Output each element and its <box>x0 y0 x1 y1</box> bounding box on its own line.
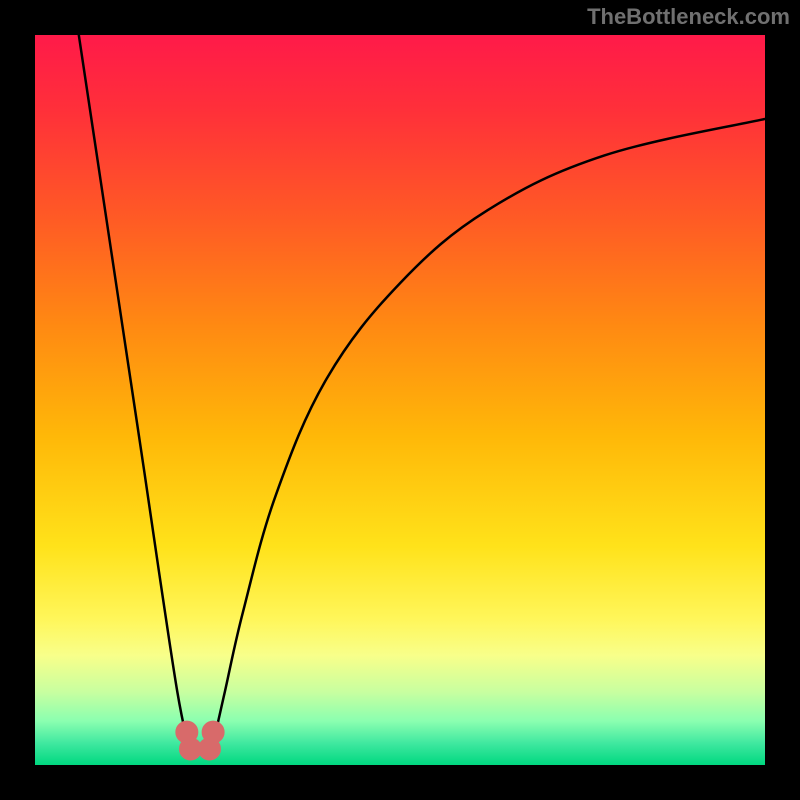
watermark-label: TheBottleneck.com <box>587 4 790 30</box>
bottleneck-chart <box>0 0 800 800</box>
chart-stage: TheBottleneck.com <box>0 0 800 800</box>
gradient-panel <box>35 35 765 765</box>
data-marker <box>198 738 220 760</box>
